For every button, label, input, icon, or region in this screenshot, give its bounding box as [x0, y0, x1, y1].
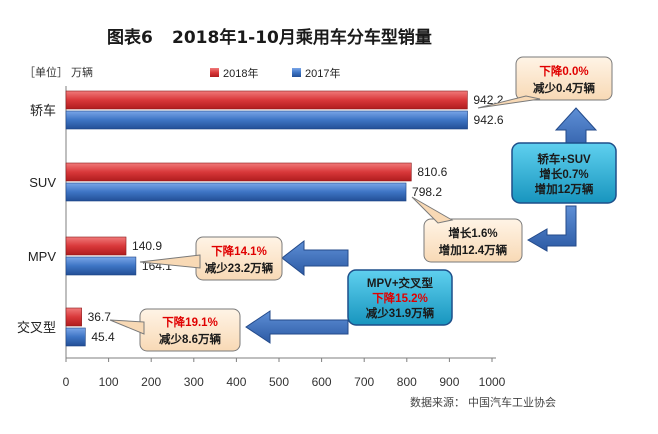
callout-sedan-suv-line3: 增加12万辆: [535, 182, 594, 196]
category-label: SUV: [29, 175, 56, 190]
callout-cross: 下降19.1% 减少8.6万辆: [109, 308, 241, 352]
data-label: 36.7: [88, 310, 112, 324]
x-ticks-group: 0 100 200 300 400 500 600 700 800 900 1000: [63, 358, 506, 389]
data-label: 942.6: [474, 113, 504, 127]
callout-sedan-line2: 减少0.4万辆: [533, 81, 595, 95]
data-label: 810.6: [417, 165, 447, 179]
arrow-left-to-suv-icon: [527, 205, 577, 252]
callout-mpv-cross: MPV+交叉型 下降15.2% 减少31.9万辆: [347, 269, 453, 326]
callout-mpv-cross-line3: 减少31.9万辆: [366, 306, 435, 320]
callout-suv-box: [423, 218, 523, 263]
callout-sedan-suv-line1: 轿车+SUV: [537, 152, 591, 166]
callout-cross-line2: 减少8.6万辆: [159, 332, 221, 346]
x-tick-label: 700: [354, 375, 374, 389]
callout-sedan-suv-box: [511, 142, 617, 204]
unit-label: ［单位］ 万辆: [24, 65, 93, 79]
x-tick-label: 500: [269, 375, 289, 389]
callout-mpv-cross-line1: MPV+交叉型: [367, 276, 434, 290]
callout-sedan-pointer: [477, 95, 541, 109]
source-note: 数据来源： 中国汽车工业协会: [410, 395, 556, 409]
bar-2018: [65, 307, 82, 327]
chart-title-prefix: 图表6: [107, 27, 153, 48]
callout-mpv-cross-line2: 下降15.2%: [372, 291, 428, 305]
callout-sedan: 下降0.0% 减少0.4万辆: [477, 56, 613, 109]
x-tick-label: 300: [184, 375, 204, 389]
category-label: 轿车: [30, 103, 56, 118]
x-tick-label: 600: [312, 375, 332, 389]
callout-suv-line1: 增长1.6%: [448, 226, 497, 240]
callout-suv: 增长1.6% 增加12.4万辆: [411, 196, 523, 263]
callout-sedan-line1: 下降0.0%: [539, 64, 588, 78]
bar-2018: [65, 236, 127, 256]
callout-suv-line2: 增加12.4万辆: [439, 243, 508, 257]
callout-mpv: 下降14.1% 减少23.2万辆: [139, 236, 283, 281]
data-label: 140.9: [132, 239, 162, 253]
callout-cross-line1: 下降19.1%: [162, 315, 218, 329]
bar-2017: [65, 110, 468, 130]
callout-sedan-suv: 轿车+SUV 增长0.7% 增加12万辆: [511, 142, 617, 204]
chart-title: 2018年1-10月乘用车分车型销量: [172, 27, 432, 48]
category-label: MPV: [28, 249, 57, 264]
bar-2018: [65, 90, 468, 110]
arrow-left-to-mpv-icon: [281, 239, 349, 277]
callout-sedan-suv-line2: 增长0.7%: [539, 167, 588, 181]
category-label: 交叉型: [17, 320, 56, 335]
category-labels-group: 轿车 SUV MPV 交叉型: [17, 103, 56, 335]
legend-swatch-2018: [210, 68, 219, 77]
legend-swatch-2017: [292, 68, 301, 77]
x-tick-label: 200: [141, 375, 161, 389]
bar-2017: [65, 327, 86, 347]
x-tick-label: 1000: [479, 375, 506, 389]
legend-label-2017: 2017年: [305, 66, 340, 80]
x-tick-label: 100: [99, 375, 119, 389]
callout-mpv-line2: 减少23.2万辆: [205, 261, 274, 275]
callout-sedan-box: [515, 56, 613, 101]
data-label: 45.4: [91, 330, 115, 344]
callout-mpv-pointer: [139, 254, 201, 269]
arrow-left-to-cross-icon: [245, 310, 349, 344]
x-tick-label: 800: [397, 375, 417, 389]
callout-mpv-line1: 下降14.1%: [211, 244, 267, 258]
x-tick-label: 400: [226, 375, 246, 389]
callout-mpv-cross-box: [347, 269, 453, 326]
data-label: 798.2: [412, 185, 442, 199]
bar-2018: [65, 162, 412, 182]
callout-suv-pointer: [411, 196, 454, 224]
callout-cross-pointer: [109, 319, 145, 335]
x-tick-label: 0: [63, 375, 70, 389]
bar-2017: [65, 182, 407, 202]
x-tick-label: 900: [439, 375, 459, 389]
legend-label-2018: 2018年: [223, 66, 258, 80]
bar-2017: [65, 256, 137, 276]
